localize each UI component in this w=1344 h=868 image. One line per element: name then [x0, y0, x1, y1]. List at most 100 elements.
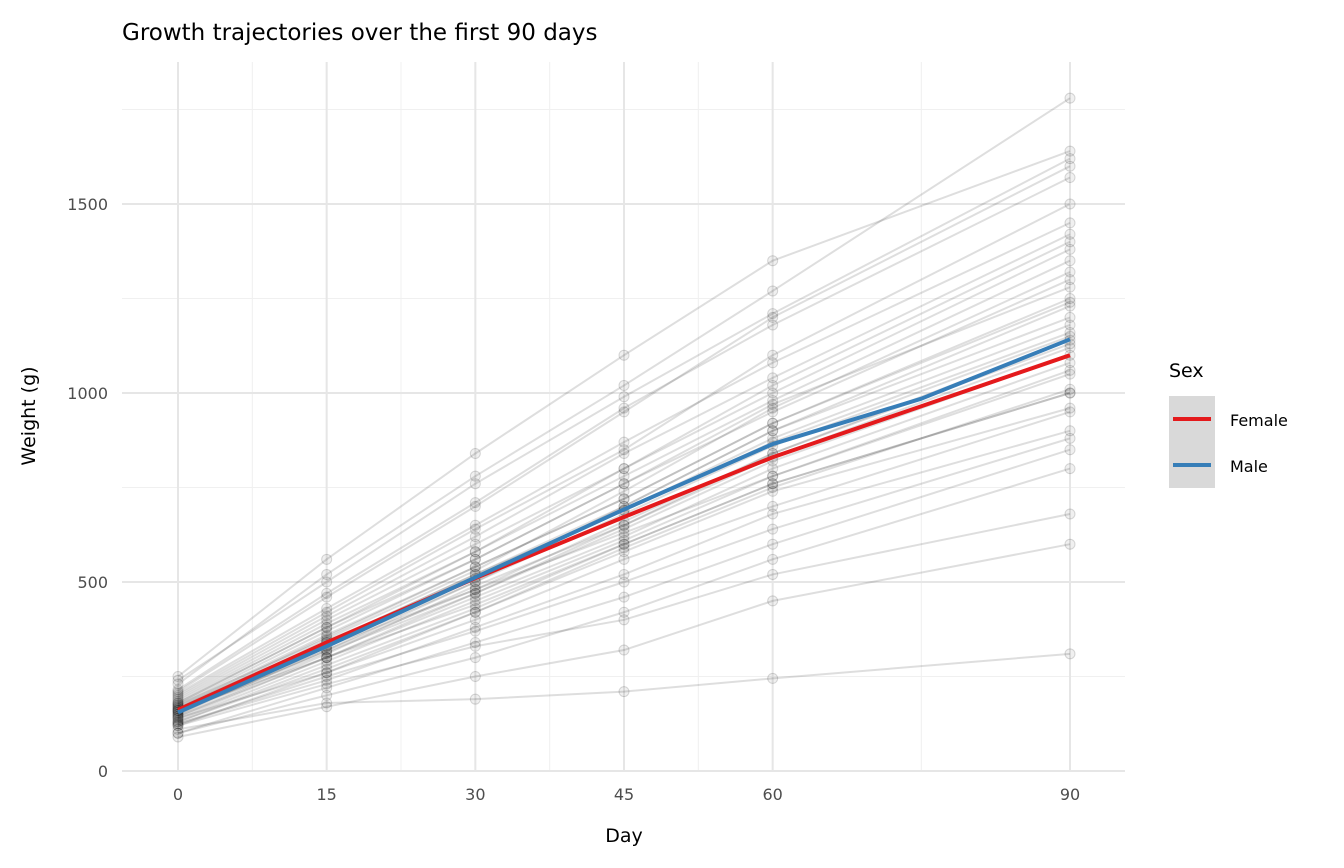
- trajectory-line: [177, 407, 1071, 720]
- trajectory-point: [1064, 311, 1076, 323]
- trajectory-point: [321, 614, 333, 626]
- trajectory-point: [767, 538, 779, 550]
- trajectory-point: [172, 720, 184, 732]
- trajectory-line: [177, 221, 1071, 695]
- trajectory-point: [1064, 508, 1076, 520]
- trajectory-point: [618, 470, 630, 482]
- y-axis-label: Weight (g): [18, 366, 40, 465]
- trajectory-point: [1064, 296, 1076, 308]
- trajectory-point: [172, 718, 184, 730]
- trajectory-point: [172, 674, 184, 686]
- trajectory-point: [172, 720, 184, 732]
- trajectory-point: [469, 625, 481, 637]
- trajectory-point: [469, 519, 481, 531]
- trajectory-point: [469, 546, 481, 558]
- trajectory-point: [618, 591, 630, 603]
- trajectory-point: [767, 379, 779, 391]
- trajectory-point: [321, 576, 333, 588]
- trajectory-point: [767, 500, 779, 512]
- trajectory-point: [618, 391, 630, 403]
- y-tick-label: 500: [77, 573, 108, 592]
- trajectory-point: [1064, 92, 1076, 104]
- trajectory-point: [1064, 368, 1076, 380]
- trajectory-point: [618, 553, 630, 565]
- trajectory-point: [469, 640, 481, 652]
- trajectory-point: [767, 463, 779, 475]
- legend-label-male: Male: [1230, 457, 1268, 476]
- trajectory-point: [1064, 255, 1076, 267]
- trajectory-point: [1064, 327, 1076, 339]
- trajectory-point: [618, 568, 630, 580]
- trajectory-point: [767, 478, 779, 490]
- trajectory-point: [618, 463, 630, 475]
- trajectory-point: [618, 379, 630, 391]
- trajectory-point: [1064, 387, 1076, 399]
- trajectory-point: [469, 595, 481, 607]
- trajectory-point: [469, 584, 481, 596]
- trajectory-line: [177, 467, 1071, 735]
- trajectory-point: [321, 667, 333, 679]
- trajectory-point: [1064, 172, 1076, 184]
- trajectory-point: [767, 357, 779, 369]
- trajectory-point: [1064, 538, 1076, 550]
- x-tick-label: 0: [173, 785, 183, 804]
- trajectory-point: [469, 599, 481, 611]
- trajectory-line: [177, 286, 1071, 706]
- trajectory-point: [469, 538, 481, 550]
- trajectory-point: [618, 493, 630, 505]
- chart-title: Growth trajectories over the first 90 da…: [122, 20, 597, 46]
- trajectory-point: [1064, 432, 1076, 444]
- trajectory-point: [321, 701, 333, 713]
- trajectory-point: [618, 523, 630, 535]
- trajectory-point: [321, 553, 333, 565]
- trajectory-point: [1064, 342, 1076, 354]
- trajectory-line: [177, 410, 1071, 727]
- trajectory-point: [172, 693, 184, 705]
- trajectory-point: [1064, 160, 1076, 172]
- trajectory-point: [767, 553, 779, 565]
- trajectory-point: [172, 727, 184, 739]
- trajectory-line: [177, 543, 1071, 738]
- trajectory-point: [767, 372, 779, 384]
- trajectory-point: [618, 546, 630, 558]
- trajectory-point: [767, 308, 779, 320]
- trajectory-point: [172, 689, 184, 701]
- trajectory-point: [618, 519, 630, 531]
- trajectory-point: [767, 285, 779, 297]
- trajectory-point: [1064, 217, 1076, 229]
- trajectory-point: [321, 568, 333, 580]
- trajectory-point: [618, 644, 630, 656]
- trajectory-line: [177, 361, 1071, 718]
- trajectory-point: [618, 576, 630, 588]
- trajectory-point: [469, 636, 481, 648]
- trajectory-point: [469, 602, 481, 614]
- trajectory-point: [1064, 444, 1076, 456]
- trajectory-point: [172, 695, 184, 707]
- trajectory-line: [177, 392, 1071, 723]
- trajectory-point: [172, 714, 184, 726]
- trajectory-point: [172, 688, 184, 700]
- trajectory-line: [177, 512, 1071, 727]
- trajectory-point: [469, 587, 481, 599]
- trajectory-point: [469, 621, 481, 633]
- trajectory-point: [767, 482, 779, 493]
- trajectory-point: [469, 497, 481, 509]
- trajectory-point: [1064, 236, 1076, 248]
- trajectory-line: [177, 176, 1071, 691]
- trajectory-point: [469, 561, 481, 573]
- trajectory-point: [321, 652, 333, 664]
- trajectory-point: [172, 723, 184, 735]
- trajectory-point: [767, 523, 779, 535]
- x-tick-label: 15: [316, 785, 336, 804]
- trajectory-line: [177, 388, 1071, 723]
- trajectory-point: [321, 618, 333, 630]
- trajectory-point: [469, 553, 481, 565]
- trajectory-point: [767, 425, 779, 437]
- trajectory-line: [177, 448, 1071, 735]
- trajectory-line: [177, 248, 1071, 704]
- trajectory-line: [177, 233, 1071, 699]
- trajectory-point: [321, 659, 333, 671]
- trajectory-line: [177, 392, 1071, 712]
- trajectory-point: [321, 667, 333, 679]
- x-tick-label: 60: [762, 785, 782, 804]
